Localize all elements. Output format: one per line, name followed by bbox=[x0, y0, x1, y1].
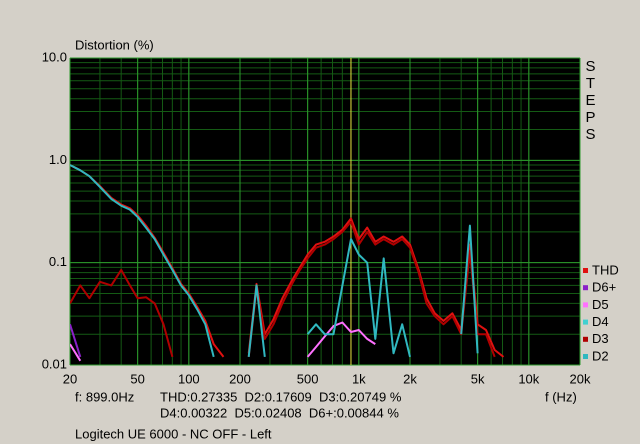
legend-label: D3 bbox=[592, 331, 609, 346]
chart-title: Distortion (%) bbox=[75, 37, 154, 52]
x-tick-label: 500 bbox=[297, 371, 319, 386]
legend-label: D5 bbox=[592, 297, 609, 312]
plot-area bbox=[70, 58, 580, 365]
x-tick-label: 200 bbox=[229, 371, 251, 386]
series-line bbox=[70, 321, 376, 362]
side-label: STEPS bbox=[582, 58, 599, 143]
legend-swatch bbox=[583, 302, 588, 308]
legend-swatch bbox=[583, 319, 588, 325]
series-lines bbox=[70, 58, 529, 365]
legend-swatch bbox=[583, 354, 588, 359]
series-line bbox=[70, 323, 82, 358]
footer: Logitech UE 6000 - NC OFF - Left bbox=[75, 426, 272, 441]
grid bbox=[69, 57, 581, 366]
legend-label: D4 bbox=[592, 314, 609, 329]
x-tick-label: 100 bbox=[178, 371, 200, 386]
y-tick-label: 1.0 bbox=[49, 152, 67, 167]
legend-label: D6+ bbox=[592, 280, 616, 295]
legend-swatch bbox=[583, 336, 588, 342]
x-tick-label: 50 bbox=[130, 371, 144, 386]
x-tick-label: 20 bbox=[63, 371, 77, 386]
x-axis-label: f (Hz) bbox=[545, 389, 577, 404]
cursor-label: f: 899.0Hz bbox=[75, 389, 134, 404]
labels: 20 50 100 200 500 1k 2k 5k 10k 20k 0.01 0.1 1.0 10.0 T… bbox=[42, 49, 619, 386]
legend-swatch bbox=[583, 268, 588, 273]
x-tick-label: 5k bbox=[471, 371, 485, 386]
legend-swatch bbox=[583, 285, 588, 291]
readout-line: D4:0.00322 D5:0.02408 D6+:0.00844 % bbox=[160, 405, 399, 420]
y-tick-label: 10.0 bbox=[42, 49, 67, 64]
legend-label: THD bbox=[592, 262, 619, 277]
series-line bbox=[70, 220, 496, 358]
x-tick-label: 20k bbox=[570, 371, 591, 386]
x-tick-label: 10k bbox=[518, 371, 539, 386]
y-tick-label: 0.1 bbox=[49, 254, 67, 269]
x-tick-label: 1k bbox=[352, 371, 366, 386]
x-tick-label: 2k bbox=[403, 371, 417, 386]
y-tick-label: 0.01 bbox=[42, 356, 67, 371]
readout-line: THD:0.27335 D2:0.17609 D3:0.20749 % bbox=[160, 389, 402, 404]
legend-label: D2 bbox=[592, 348, 609, 363]
